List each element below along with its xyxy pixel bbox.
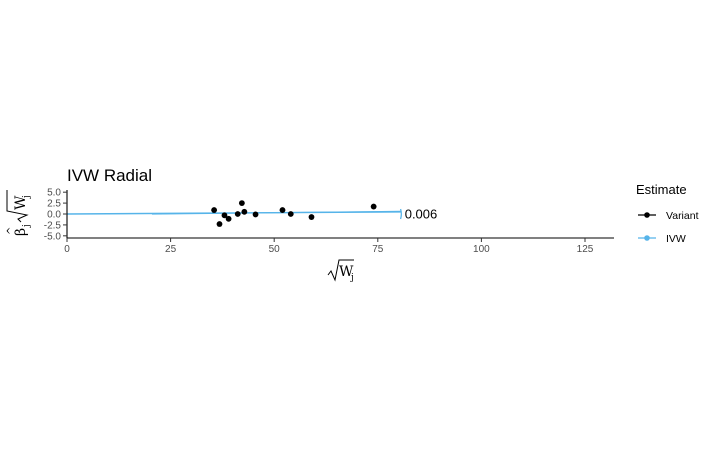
x-tick-label: 75 <box>372 244 384 255</box>
svg-text:j: j <box>22 195 32 199</box>
legend-label-ivw: IVW <box>666 233 686 245</box>
legend: Estimate Variant IVW <box>636 182 699 245</box>
x-tick-label: 50 <box>269 244 281 255</box>
variant-point <box>234 211 241 217</box>
svg-text:j: j <box>22 224 32 228</box>
y-tick-label: -2.5 <box>44 220 62 231</box>
variant-point <box>211 207 218 213</box>
x-tick-label: 125 <box>577 244 594 255</box>
y-axis-label: β ^ j W j <box>6 190 32 236</box>
svg-text:j: j <box>350 273 354 283</box>
y-tick-label: 2.5 <box>47 199 61 210</box>
variant-point <box>221 212 228 219</box>
x-axis-ticks: 0 25 50 75 100 125 <box>64 238 594 255</box>
y-axis-ticks: 5.02.50.0-2.5-5.0 <box>44 188 67 242</box>
legend-label-variant: Variant <box>666 210 699 222</box>
ivw-lines <box>66 208 402 220</box>
svg-text:W: W <box>339 264 354 280</box>
variant-point <box>287 211 294 217</box>
ivw-radial-arc <box>399 208 402 220</box>
x-axis-label: W j <box>327 259 354 283</box>
variant-point <box>241 208 248 215</box>
variant-point <box>308 214 315 220</box>
ivw-estimate-label: 0.006 <box>405 207 438 222</box>
variant-point <box>252 211 259 218</box>
variant-point <box>238 200 245 206</box>
svg-text:W: W <box>13 195 29 210</box>
variant-point <box>370 203 377 210</box>
variant-points <box>211 200 377 227</box>
variant-point <box>279 207 286 213</box>
y-tick-label: -5.0 <box>44 231 62 242</box>
ivw-estimate-line <box>151 210 401 215</box>
legend-title: Estimate <box>636 182 687 197</box>
svg-text:β: β <box>13 228 29 236</box>
variant-point <box>216 221 223 227</box>
y-tick-label: 0.0 <box>47 210 61 221</box>
y-tick-label: 5.0 <box>47 188 61 199</box>
estimate-annotations: 0.006 <box>405 207 438 222</box>
legend-entry-ivw: IVW <box>638 233 686 245</box>
x-tick-label: 25 <box>165 244 177 255</box>
chart-title: IVW Radial <box>67 166 152 185</box>
x-tick-label: 0 <box>64 244 70 255</box>
legend-entry-variant: Variant <box>638 210 699 222</box>
x-tick-label: 100 <box>473 244 490 255</box>
svg-text:^: ^ <box>6 227 17 235</box>
variant-point <box>225 215 232 222</box>
